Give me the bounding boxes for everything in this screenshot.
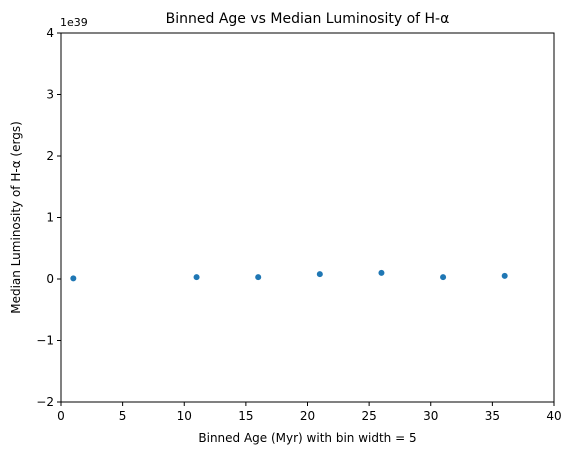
- data-point: [440, 274, 447, 281]
- x-tick-label: 15: [238, 409, 253, 423]
- x-tick-label: 5: [119, 409, 127, 423]
- x-tick-label: 35: [485, 409, 500, 423]
- x-tick-label: 30: [423, 409, 438, 423]
- x-tick-label: 25: [361, 409, 376, 423]
- x-tick-label: 20: [300, 409, 315, 423]
- x-axis-ticks: 0 5 10 15 20 25 30 35 40: [57, 402, 562, 423]
- y-tick-label: 1: [46, 211, 54, 225]
- x-tick-label: 0: [57, 409, 65, 423]
- y-tick-label: 3: [46, 88, 54, 102]
- data-point: [378, 269, 385, 276]
- y-tick-label: −1: [36, 334, 54, 348]
- x-axis-label: Binned Age (Myr) with bin width = 5: [198, 431, 416, 445]
- plot-frame: [60, 32, 555, 403]
- chart-title: Binned Age vs Median Luminosity of H-α: [166, 11, 450, 27]
- data-point: [70, 275, 77, 282]
- x-tick-label: 10: [177, 409, 192, 423]
- data-point: [501, 272, 508, 279]
- y-tick-label: 4: [46, 26, 54, 40]
- x-tick-label: 40: [546, 409, 561, 423]
- data-point: [193, 274, 200, 281]
- y-offset-label: 1e39: [60, 16, 88, 29]
- scatter-points: [70, 269, 508, 282]
- data-point: [255, 274, 262, 281]
- y-axis-ticks: −2 −1 0 1 2 3 4: [36, 26, 61, 409]
- data-point: [316, 271, 323, 278]
- y-tick-label: −2: [36, 395, 54, 409]
- y-tick-label: 2: [46, 149, 54, 163]
- y-axis-label: Median Luminosity of H-α (ergs): [9, 121, 23, 314]
- y-tick-label: 0: [46, 272, 54, 286]
